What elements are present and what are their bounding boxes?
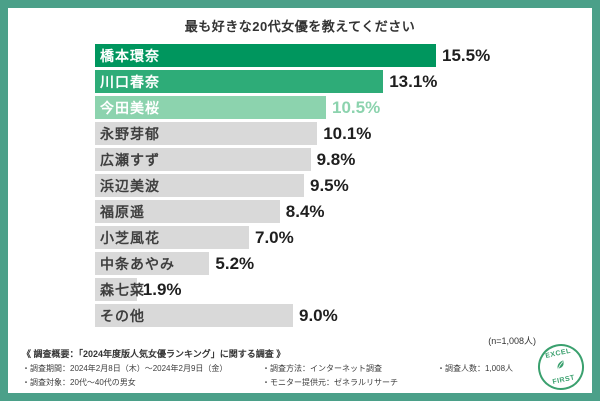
bar: 広瀬すず <box>95 148 311 171</box>
bar-value: 10.5% <box>332 97 381 117</box>
bar: 川口春奈 <box>95 70 384 93</box>
bar-row: 広瀬すず 9.8% <box>95 148 592 171</box>
bar-label: 小芝風花 <box>100 229 160 246</box>
bar-chart: 橋本環奈 15.5% 川口春奈 13.1% 今田美桜 10.5% 永野芽郁 10… <box>95 44 592 327</box>
bar: 小芝風花 <box>95 226 249 249</box>
bar-label: その他 <box>100 307 145 324</box>
survey-details: ・調査期間：2024年2月8日（木）〜2024年2月9日（金） ・調査方法：イン… <box>22 364 584 388</box>
bar-label: 永野芽郁 <box>100 125 160 142</box>
bar-row: 永野芽郁 10.1% <box>95 122 592 145</box>
bar: 橋本環奈 <box>95 44 436 67</box>
bar-value: 7.0% <box>255 227 294 247</box>
bar-value: 13.1% <box>389 71 438 91</box>
bar-row: 中条あやみ 5.2% <box>95 252 592 275</box>
bar: 浜辺美波 <box>95 174 304 197</box>
logo-text-bottom: FIRST <box>551 374 576 386</box>
survey-target: ・調査対象：20代〜40代の男女 <box>22 377 136 387</box>
bar-row: 橋本環奈 15.5% <box>95 44 592 67</box>
bar-label: 川口春奈 <box>100 73 160 90</box>
bar: 今田美桜 <box>95 96 326 119</box>
bar-row: 小芝風花 7.0% <box>95 226 592 249</box>
bar-row: 今田美桜 10.5% <box>95 96 592 119</box>
survey-overview-heading: 《 調査概要：「2024年度版人気女優ランキング」に関する調査 》 <box>22 349 286 360</box>
survey-monitor-provider: ・モニター提供元：ゼネラルリサーチ <box>262 377 398 387</box>
bar: その他 <box>95 304 293 327</box>
bar-value: 5.2% <box>215 253 255 273</box>
bar-row: その他 9.0% <box>95 304 592 327</box>
bar-row: 森七菜 1.9% <box>95 278 592 301</box>
bar-label: 森七菜 <box>100 281 145 298</box>
bar-label: 浜辺美波 <box>100 177 160 194</box>
bar-value: 9.8% <box>316 149 356 169</box>
bar-row: 川口春奈 13.1% <box>95 70 592 93</box>
bar-row: 浜辺美波 9.5% <box>95 174 592 197</box>
bar-label: 広瀬すず <box>100 151 160 168</box>
bar: 福原遥 <box>95 200 280 223</box>
survey-card: 最も好きな20代女優を教えてください 橋本環奈 15.5% 川口春奈 13.1%… <box>8 8 592 393</box>
bar: 永野芽郁 <box>95 122 318 145</box>
excel-first-logo: EXCEL FIRST <box>533 339 589 393</box>
bar-value: 10.1% <box>323 123 372 143</box>
chart-title: 最も好きな20代女優を教えてください <box>184 19 416 34</box>
survey-method: ・調査方法：インターネット調査 <box>262 364 382 374</box>
survey-count: ・調査人数：1,008人 <box>437 364 514 374</box>
bar-value: 9.0% <box>299 305 338 325</box>
bar-label: 橋本環奈 <box>100 47 160 64</box>
bar-value: 8.4% <box>285 201 325 221</box>
leaf-icon <box>553 357 568 377</box>
bar-row: 福原遥 8.4% <box>95 200 592 223</box>
bar-label: 福原遥 <box>100 203 145 220</box>
bar-value: 15.5% <box>442 45 491 65</box>
bar: 森七菜 <box>95 278 144 301</box>
bar-value: 1.9% <box>142 279 182 299</box>
survey-period: ・調査期間：2024年2月8日（木）〜2024年2月9日（金） <box>22 364 228 374</box>
bar-label: 中条あやみ <box>100 255 175 272</box>
bar: 中条あやみ <box>95 252 210 275</box>
bar-label: 今田美桜 <box>100 99 160 116</box>
bar-value: 9.5% <box>310 175 349 195</box>
survey-footer: 《 調査概要：「2024年度版人気女優ランキング」に関する調査 》 ・調査期間：… <box>22 347 584 388</box>
sample-size-note: (n=1,008人) <box>488 336 536 346</box>
